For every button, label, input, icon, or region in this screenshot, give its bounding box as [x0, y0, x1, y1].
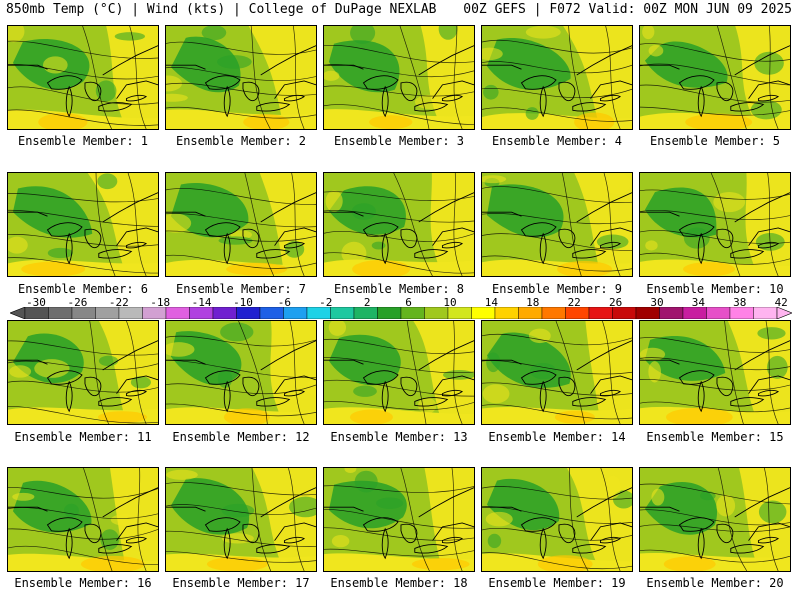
ensemble-member-label: Ensemble Member: 13: [330, 430, 468, 444]
temperature-field-map: [482, 173, 632, 276]
colorbar-tick-label: 34: [691, 296, 706, 309]
ensemble-member-label: Ensemble Member: 16: [14, 576, 152, 590]
ensemble-panel: [7, 467, 159, 572]
ensemble-member-label: Ensemble Member: 17: [172, 576, 310, 590]
temperature-field-map: [482, 26, 632, 129]
ensemble-member-label: Ensemble Member: 18: [330, 576, 468, 590]
colorbar-arrow-right: [776, 307, 792, 319]
ensemble-member-label: Ensemble Member: 7: [175, 282, 307, 296]
temperature-field-map: [482, 468, 632, 571]
colorbar-tick-label: 42: [774, 296, 788, 309]
ensemble-panel: [639, 320, 791, 425]
colorbar-swatch: [377, 307, 402, 319]
temperature-field-map: [324, 173, 474, 276]
colorbar-tick-label: -6: [277, 296, 292, 309]
colorbar-swatch: [753, 307, 778, 319]
temperature-field-map: [166, 321, 316, 424]
ensemble-member-label: Ensemble Member: 15: [646, 430, 784, 444]
ensemble-panel: [323, 320, 475, 425]
temperature-field-map: [8, 468, 158, 571]
ensemble-panel: [481, 467, 633, 572]
temperature-field-map: [324, 468, 474, 571]
colorbar-tick-label: -22: [108, 296, 129, 309]
colorbar-tick-label: 38: [733, 296, 747, 309]
colorbar-tick-label: 18: [526, 296, 540, 309]
temperature-field-map: [166, 173, 316, 276]
ensemble-member-label: Ensemble Member: 11: [14, 430, 152, 444]
ensemble-panel: [481, 320, 633, 425]
temperature-field-map: [166, 468, 316, 571]
ensemble-panel: [165, 320, 317, 425]
temperature-field-map: [8, 321, 158, 424]
colorbar-tick-label: 26: [608, 296, 623, 309]
ensemble-panel: [481, 25, 633, 130]
ensemble-panel: [323, 467, 475, 572]
temperature-field-map: [166, 26, 316, 129]
colorbar-tick-label: 22: [567, 296, 581, 309]
colorbar-tick-label: -14: [191, 296, 212, 309]
temperature-field-map: [8, 26, 158, 129]
colorbar-tick-label: 14: [484, 296, 499, 309]
ensemble-panel: [481, 172, 633, 277]
temperature-field-map: [482, 321, 632, 424]
ensemble-panel: [7, 172, 159, 277]
temperature-field-map: [640, 468, 790, 571]
temperature-field-map: [640, 173, 790, 276]
temperature-field-map: [640, 321, 790, 424]
ensemble-panel: [639, 172, 791, 277]
ensemble-member-label: Ensemble Member: 6: [17, 282, 149, 296]
ensemble-member-label: Ensemble Member: 4: [491, 134, 623, 148]
ensemble-member-label: Ensemble Member: 8: [333, 282, 465, 296]
ensemble-member-label: Ensemble Member: 1: [17, 134, 149, 148]
ensemble-member-label: Ensemble Member: 12: [172, 430, 310, 444]
colorbar-swatch: [706, 307, 731, 319]
ensemble-panel: [165, 172, 317, 277]
colorbar-tick-label: -10: [233, 296, 253, 309]
ensemble-member-label: Ensemble Member: 9: [491, 282, 623, 296]
temperature-field-map: [324, 321, 474, 424]
colorbar-swatch: [541, 307, 566, 319]
ensemble-panel: [323, 172, 475, 277]
colorbar-arrow-left: [10, 307, 26, 319]
colorbar-tick-label: 2: [363, 296, 371, 309]
colorbar-tick-label: -18: [150, 296, 171, 309]
temperature-colorbar: [10, 307, 792, 319]
ensemble-member-label: Ensemble Member: 20: [646, 576, 784, 590]
colorbar-tick-label: 10: [443, 296, 457, 309]
ensemble-panel: [323, 25, 475, 130]
ensemble-member-label: Ensemble Member: 19: [488, 576, 626, 590]
colorbar-tick-label: -2: [319, 296, 333, 309]
ensemble-member-label: Ensemble Member: 2: [175, 134, 307, 148]
colorbar-swatch: [330, 307, 355, 319]
valid-time: 00Z GEFS | F072 Valid: 00Z MON JUN 09 20…: [463, 2, 792, 17]
temperature-field-map: [8, 173, 158, 276]
temperature-field-map: [324, 26, 474, 129]
ensemble-member-label: Ensemble Member: 5: [649, 134, 781, 148]
ensemble-panel: [639, 467, 791, 572]
ensemble-panel: [7, 25, 159, 130]
chart-title: 850mb Temp (°C) | Wind (kts) | College o…: [6, 2, 437, 17]
ensemble-panel: [165, 25, 317, 130]
ensemble-member-label: Ensemble Member: 10: [646, 282, 784, 296]
ensemble-panel: [639, 25, 791, 130]
ensemble-member-label: Ensemble Member: 3: [333, 134, 465, 148]
temperature-field-map: [640, 26, 790, 129]
ensemble-panel: [165, 467, 317, 572]
ensemble-member-label: Ensemble Member: 14: [488, 430, 626, 444]
colorbar-swatch: [494, 307, 519, 319]
colorbar-tick-label: -26: [67, 296, 88, 309]
colorbar-tick-label: 6: [405, 296, 412, 309]
colorbar-tick-label: 30: [650, 296, 664, 309]
colorbar-tick-label: -30: [26, 296, 46, 309]
ensemble-panel: [7, 320, 159, 425]
